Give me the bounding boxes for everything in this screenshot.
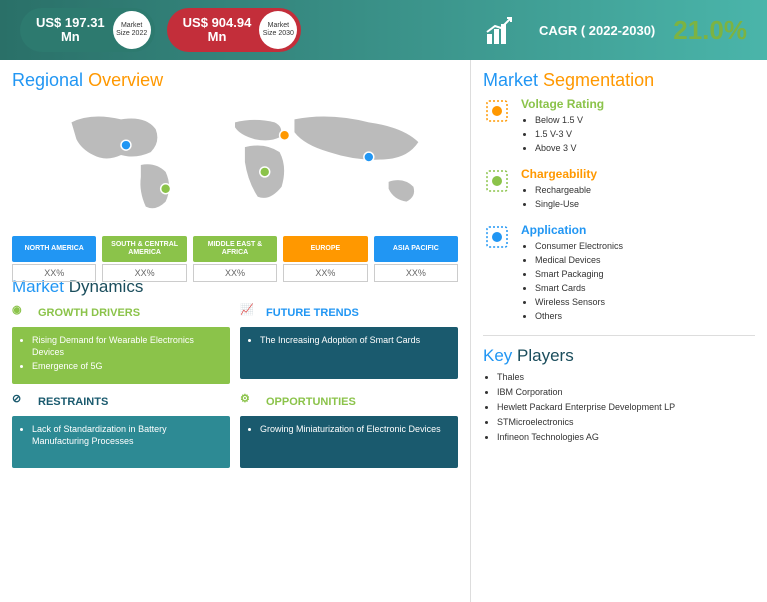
dynamics-head-text: FUTURE TRENDS bbox=[266, 307, 359, 319]
key-players-list: Thales IBM Corporation Hewlett Packard Ent… bbox=[483, 372, 755, 442]
dynamics-head: 📈 FUTURE TRENDS bbox=[240, 303, 458, 323]
dynamics-item: Rising Demand for Wearable Electronics D… bbox=[32, 335, 222, 358]
cagr-value: 21.0% bbox=[673, 15, 747, 46]
dynamics-icon: ◉ bbox=[12, 303, 32, 323]
region-pct: XX% bbox=[193, 264, 277, 282]
pill1-unit: Mn bbox=[36, 30, 105, 44]
dynamics-block: 📈 FUTURE TRENDS The Increasing Adoption of… bbox=[240, 303, 458, 384]
dynamics-head-text: RESTRAINTS bbox=[38, 396, 108, 408]
dynamics-block: ⊘ RESTRAINTS Lack of Standardization in Ba… bbox=[12, 392, 230, 468]
segment-item: Medical Devices bbox=[535, 255, 755, 265]
regions-row: NORTH AMERICA XX% SOUTH & CENTRAL AMERICA X… bbox=[12, 236, 458, 282]
pill2-unit: Mn bbox=[183, 30, 252, 44]
segment-label: Chargeability bbox=[521, 167, 755, 181]
key-player-item: STMicroelectronics bbox=[497, 417, 755, 427]
segment-content: Application Consumer Electronics Medical D… bbox=[521, 223, 755, 325]
region-item: MIDDLE EAST & AFRICA XX% bbox=[193, 236, 277, 282]
dynamics-icon: 📈 bbox=[240, 303, 260, 323]
segment-icon bbox=[483, 97, 511, 125]
segment-icon bbox=[483, 223, 511, 251]
dynamics-block: ◉ GROWTH DRIVERS Rising Demand for Wearabl… bbox=[12, 303, 230, 384]
region-label: MIDDLE EAST & AFRICA bbox=[193, 236, 277, 262]
dynamics-body: Rising Demand for Wearable Electronics D… bbox=[12, 327, 230, 384]
dynamics-body: The Increasing Adoption of Smart Cards bbox=[240, 327, 458, 379]
pill2-amount: US$ 904.94 bbox=[183, 16, 252, 30]
pill1-circle: Market Size 2022 bbox=[113, 11, 151, 49]
segment-list: Below 1.5 V 1.5 V-3 V Above 3 V bbox=[521, 115, 755, 153]
segment-list: Consumer Electronics Medical Devices Smart… bbox=[521, 241, 755, 321]
dynamics-item: Emergence of 5G bbox=[32, 361, 222, 373]
segmentation-title: Market Segmentation bbox=[483, 70, 755, 91]
segment-group: Chargeability Rechargeable Single-Use bbox=[483, 167, 755, 213]
dynamics-grid: ◉ GROWTH DRIVERS Rising Demand for Wearabl… bbox=[12, 303, 458, 468]
segment-content: Chargeability Rechargeable Single-Use bbox=[521, 167, 755, 213]
segment-label: Application bbox=[521, 223, 755, 237]
pill2-circle: Market Size 2030 bbox=[259, 11, 297, 49]
market-size-2030-pill: US$ 904.94 Mn Market Size 2030 bbox=[167, 8, 302, 52]
segment-item: Below 1.5 V bbox=[535, 115, 755, 125]
cagr-label: CAGR ( 2022-2030) bbox=[539, 23, 655, 38]
region-pct: XX% bbox=[102, 264, 186, 282]
dynamics-head-text: OPPORTUNITIES bbox=[266, 396, 356, 408]
dynamics-block: ⚙ OPPORTUNITIES Growing Miniaturization of… bbox=[240, 392, 458, 468]
world-map-svg bbox=[12, 97, 458, 227]
dynamics-icon: ⊘ bbox=[12, 392, 32, 412]
dynamics-head: ⊘ RESTRAINTS bbox=[12, 392, 230, 412]
dynamics-head-text: GROWTH DRIVERS bbox=[38, 307, 140, 319]
separator bbox=[483, 335, 755, 336]
dynamics-item: The Increasing Adoption of Smart Cards bbox=[260, 335, 450, 347]
region-label: SOUTH & CENTRAL AMERICA bbox=[102, 236, 186, 262]
dynamics-icon: ⚙ bbox=[240, 392, 260, 412]
dynamics-item: Lack of Standardization in Battery Manuf… bbox=[32, 424, 222, 447]
pill2-value: US$ 904.94 Mn bbox=[183, 16, 252, 45]
key-player-item: IBM Corporation bbox=[497, 387, 755, 397]
region-label: NORTH AMERICA bbox=[12, 236, 96, 262]
segment-item: Above 3 V bbox=[535, 143, 755, 153]
segment-icon bbox=[483, 167, 511, 195]
pill1-value: US$ 197.31 Mn bbox=[36, 16, 105, 45]
region-label: ASIA PACIFIC bbox=[374, 236, 458, 262]
segment-item: Others bbox=[535, 311, 755, 321]
segment-list: Rechargeable Single-Use bbox=[521, 185, 755, 209]
segment-item: Smart Packaging bbox=[535, 269, 755, 279]
world-map: NORTH AMERICAXX%SOUTH & CENTRAL AMERICAX… bbox=[12, 97, 458, 267]
header-bar: US$ 197.31 Mn Market Size 2022 US$ 904.9… bbox=[0, 0, 767, 60]
region-pct: XX% bbox=[374, 264, 458, 282]
segment-label: Voltage Rating bbox=[521, 97, 755, 111]
dynamics-body: Lack of Standardization in Battery Manuf… bbox=[12, 416, 230, 468]
region-pct: XX% bbox=[12, 264, 96, 282]
dynamics-head: ◉ GROWTH DRIVERS bbox=[12, 303, 230, 323]
segment-item: Wireless Sensors bbox=[535, 297, 755, 307]
region-pct: XX% bbox=[283, 264, 367, 282]
market-size-2022-pill: US$ 197.31 Mn Market Size 2022 bbox=[20, 8, 155, 52]
region-item: SOUTH & CENTRAL AMERICA XX% bbox=[102, 236, 186, 282]
region-item: EUROPE XX% bbox=[283, 236, 367, 282]
dynamics-body: Growing Miniaturization of Electronic De… bbox=[240, 416, 458, 468]
dynamics-head: ⚙ OPPORTUNITIES bbox=[240, 392, 458, 412]
key-players-title: Key Players bbox=[483, 346, 755, 366]
region-label: EUROPE bbox=[283, 236, 367, 262]
right-column: Market Segmentation Voltage Rating Below … bbox=[470, 60, 767, 602]
region-item: ASIA PACIFIC XX% bbox=[374, 236, 458, 282]
segment-item: Consumer Electronics bbox=[535, 241, 755, 251]
growth-chart-icon bbox=[483, 12, 519, 48]
dynamics-item: Growing Miniaturization of Electronic De… bbox=[260, 424, 450, 436]
segment-item: Smart Cards bbox=[535, 283, 755, 293]
regional-title: Regional Overview bbox=[12, 70, 458, 91]
segment-group: Application Consumer Electronics Medical D… bbox=[483, 223, 755, 325]
content-area: Regional Overview NORTH AMERICAXX%SOUTH … bbox=[0, 60, 767, 602]
key-player-item: Infineon Technologies AG bbox=[497, 432, 755, 442]
region-item: NORTH AMERICA XX% bbox=[12, 236, 96, 282]
segmentation-groups: Voltage Rating Below 1.5 V 1.5 V-3 V Above … bbox=[483, 97, 755, 325]
segment-group: Voltage Rating Below 1.5 V 1.5 V-3 V Above … bbox=[483, 97, 755, 157]
left-column: Regional Overview NORTH AMERICAXX%SOUTH … bbox=[0, 60, 470, 602]
pill1-amount: US$ 197.31 bbox=[36, 16, 105, 30]
segment-item: Single-Use bbox=[535, 199, 755, 209]
segment-content: Voltage Rating Below 1.5 V 1.5 V-3 V Above … bbox=[521, 97, 755, 157]
segment-item: Rechargeable bbox=[535, 185, 755, 195]
key-player-item: Hewlett Packard Enterprise Development L… bbox=[497, 402, 755, 412]
segment-item: 1.5 V-3 V bbox=[535, 129, 755, 139]
key-player-item: Thales bbox=[497, 372, 755, 382]
